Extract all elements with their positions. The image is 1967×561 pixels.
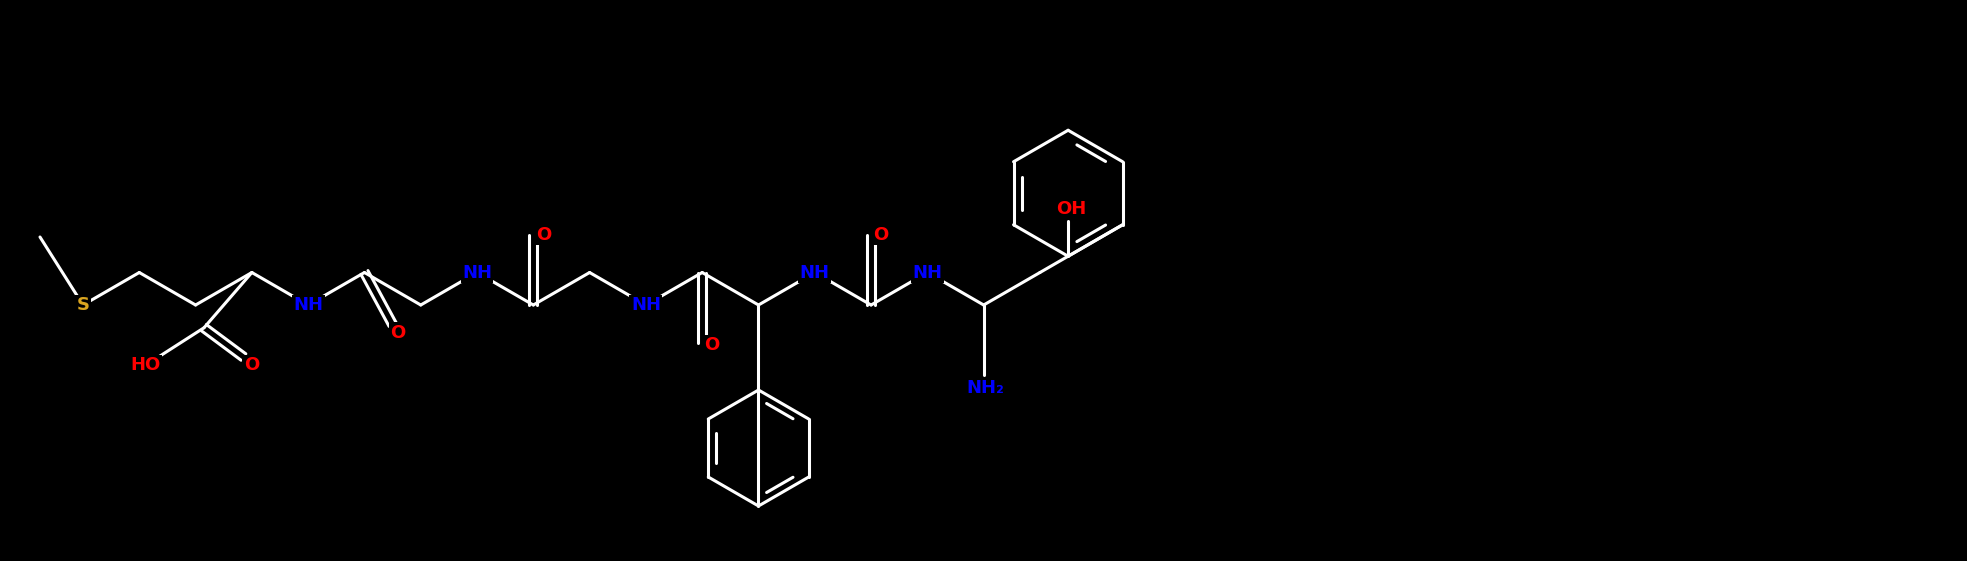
Text: O: O: [535, 226, 551, 244]
Text: NH₂: NH₂: [966, 379, 1005, 397]
Text: S: S: [77, 296, 90, 314]
Text: O: O: [389, 324, 405, 342]
Text: OH: OH: [1056, 200, 1086, 218]
Text: NH: NH: [462, 264, 492, 282]
Text: O: O: [244, 356, 260, 374]
Text: NH: NH: [631, 296, 661, 314]
Text: NH: NH: [913, 264, 942, 282]
Text: NH: NH: [293, 296, 323, 314]
Text: O: O: [873, 226, 889, 244]
Text: NH: NH: [801, 264, 830, 282]
Text: O: O: [704, 337, 720, 355]
Text: HO: HO: [130, 356, 161, 374]
